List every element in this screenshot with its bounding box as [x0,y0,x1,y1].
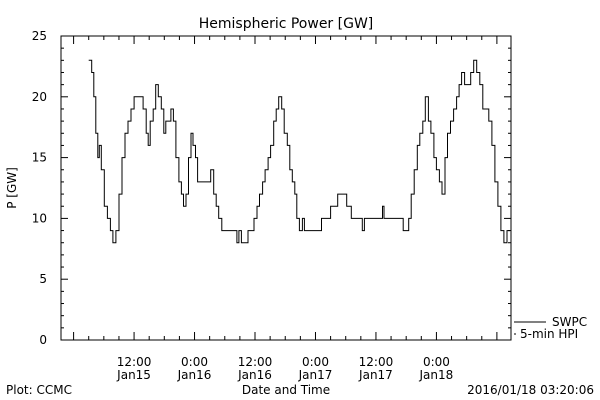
x-tick-label-date: Jan16 [177,368,212,382]
x-tick-label-time: 12:00 [359,355,394,369]
y-tick-label: 5 [39,272,47,286]
x-tick-label-time: 12:00 [117,355,152,369]
x-tick-label-date: Jan17 [298,368,333,382]
footer-timestamp: 2016/01/18 03:20:06 [467,383,594,397]
plot-frame [60,35,512,341]
x-tick-label-time: 0:00 [423,355,450,369]
chart-title: Hemispheric Power [GW] [199,16,374,32]
x-tick-label-time: 0:00 [181,355,208,369]
x-tick-label-date: Jan18 [419,368,454,382]
x-tick-label-date: Jan17 [358,368,393,382]
x-tick-label-time: 12:00 [238,355,273,369]
plot-area: 051015202512:00Jan150:00Jan1612:00Jan160… [32,29,512,382]
y-tick-label: 0 [39,333,47,347]
x-tick-label-date: Jan16 [237,368,272,382]
x-tick-label-date: Jan15 [116,368,151,382]
y-tick-label: 25 [32,29,47,43]
series-line-hpi [88,59,510,244]
y-tick-label: 10 [32,211,47,225]
footer-plot-credit: Plot: CCMC [6,383,72,397]
y-tick-label: 20 [32,90,47,104]
x-tick-label-time: 0:00 [302,355,329,369]
x-axis-label: Date and Time [242,383,330,397]
y-axis-label: P [GW] [5,167,19,209]
y-tick-label: 15 [32,151,47,165]
legend-label-hpi: 5-min HPI [520,327,578,341]
legend-label-swpc: SWPC [552,315,587,329]
